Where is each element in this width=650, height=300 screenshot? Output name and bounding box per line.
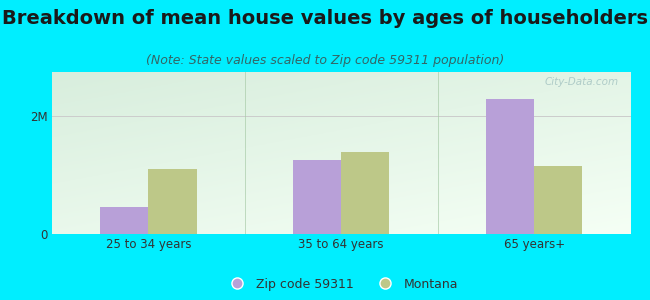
Bar [341, 152, 389, 234]
Bar [148, 169, 196, 234]
Bar [293, 160, 341, 234]
Bar [534, 166, 582, 234]
Text: Breakdown of mean house values by ages of householders: Breakdown of mean house values by ages o… [2, 9, 648, 28]
Text: City-Data.com: City-Data.com [545, 77, 619, 87]
Bar [100, 208, 148, 234]
Text: (Note: State values scaled to Zip code 59311 population): (Note: State values scaled to Zip code 5… [146, 54, 504, 67]
Legend: Zip code 59311, Montana: Zip code 59311, Montana [220, 273, 463, 296]
Bar [486, 98, 534, 234]
